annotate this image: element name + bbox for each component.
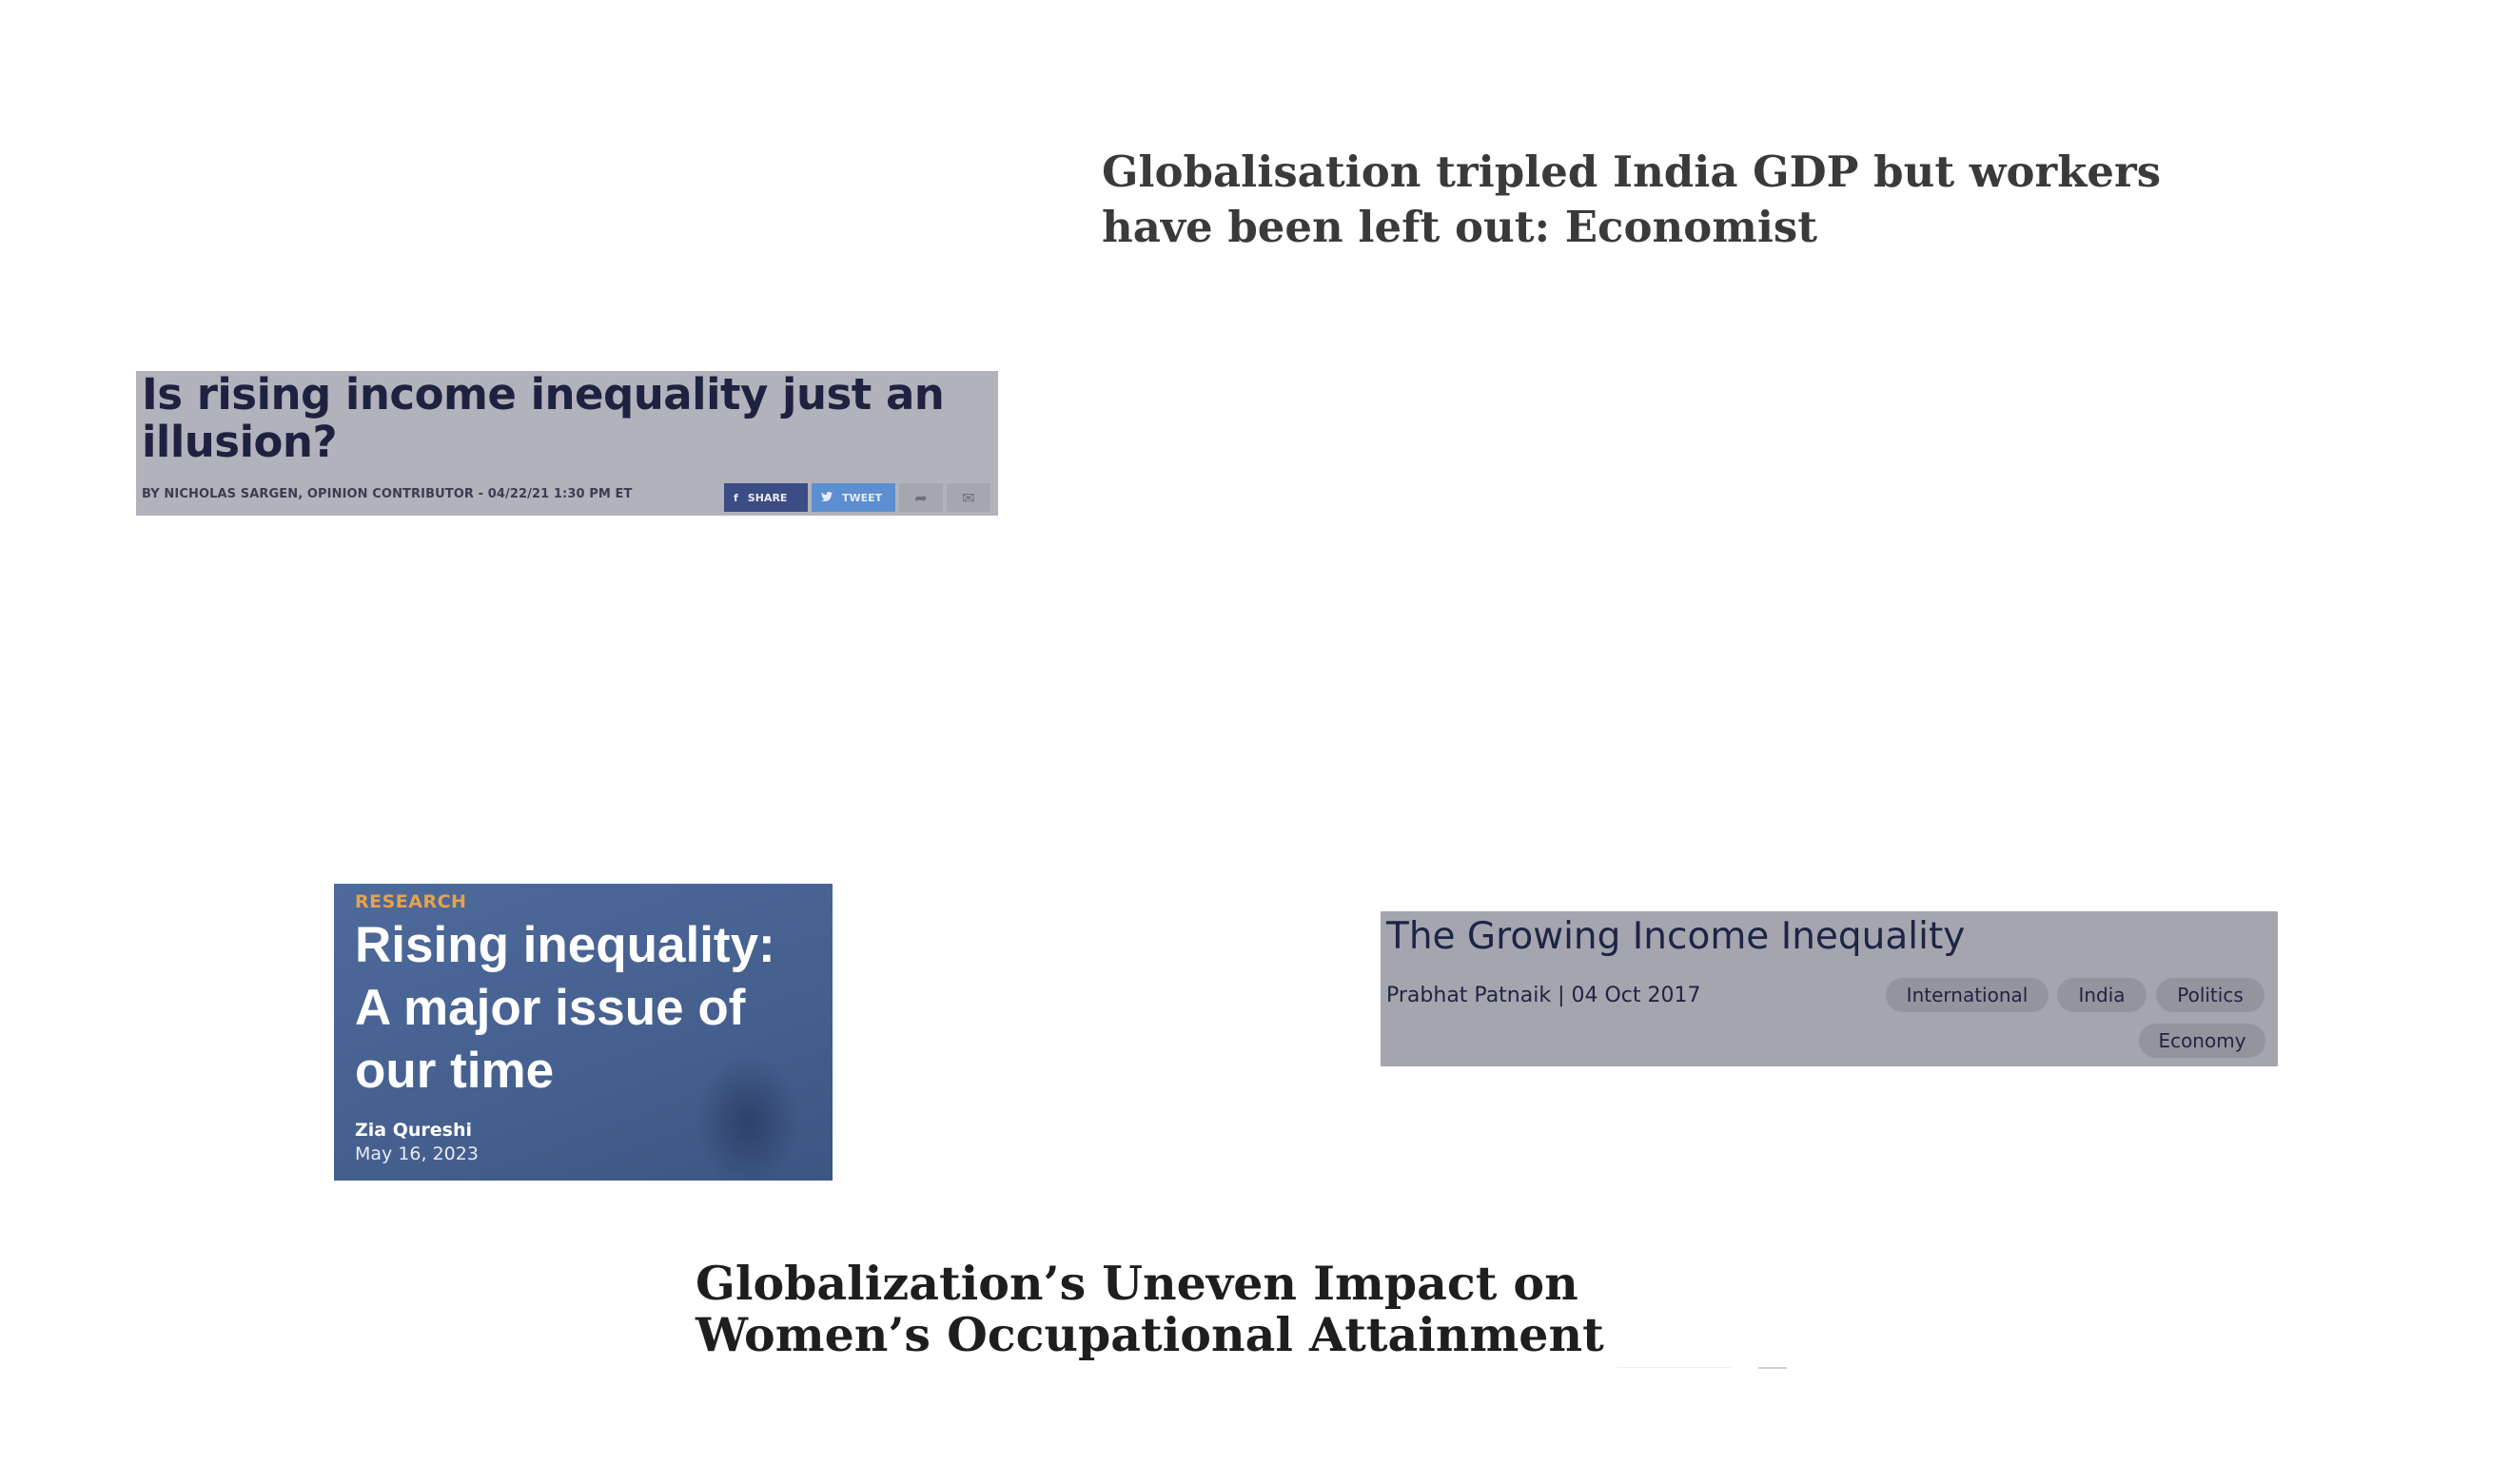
article-title: Rising inequality: A major issue of our … — [355, 917, 775, 1099]
tag-pill-india[interactable]: India — [2057, 978, 2146, 1012]
tweet-label: TWEET — [842, 491, 883, 504]
forward-button[interactable]: ➦ — [899, 483, 943, 512]
tweet-button[interactable]: TWEET — [812, 483, 895, 512]
tag-pill-politics[interactable]: Politics — [2156, 978, 2264, 1012]
article-title: The Growing Income Inequality — [1386, 915, 1966, 958]
article-author: Zia Qureshi — [355, 1120, 473, 1141]
article-title: Is rising income inequality just an illu… — [142, 369, 945, 467]
article-clipping-illusion: Is rising income inequality just an illu… — [136, 371, 998, 516]
tag-pill-economy[interactable]: Economy — [2139, 1024, 2265, 1058]
article-date: May 16, 2023 — [355, 1143, 479, 1164]
category-tag: RESEARCH — [355, 891, 467, 912]
article-clipping-growing: The Growing Income Inequality Prabhat Pa… — [1381, 911, 2278, 1066]
mail-icon: ✉ — [962, 488, 975, 507]
share-label: SHARE — [747, 491, 788, 504]
twitter-icon — [821, 491, 833, 504]
email-button[interactable]: ✉ — [947, 483, 990, 512]
headline-globalization: Globalization’s Uneven Impact on Women’s… — [696, 1256, 1604, 1362]
facebook-share-button[interactable]: f SHARE — [724, 483, 808, 512]
background-figure — [696, 1055, 800, 1181]
article-byline: BY NICHOLAS SARGEN, OPINION CONTRIBUTOR … — [142, 487, 633, 501]
article-meta: Prabhat Patnaik | 04 Oct 2017 — [1386, 984, 1701, 1007]
share-toolbar: f SHARE TWEET ➦ ✉ — [724, 483, 990, 512]
article-clipping-research: RESEARCH Rising inequality: A major issu… — [334, 884, 833, 1181]
divider — [1758, 1367, 1787, 1369]
divider — [1617, 1367, 1732, 1368]
headline-economist: Globalisation tripled India GDP but work… — [1102, 146, 2162, 252]
tag-pill-international[interactable]: International — [1886, 978, 2048, 1012]
facebook-icon: f — [734, 491, 738, 504]
forward-icon: ➦ — [914, 488, 928, 507]
